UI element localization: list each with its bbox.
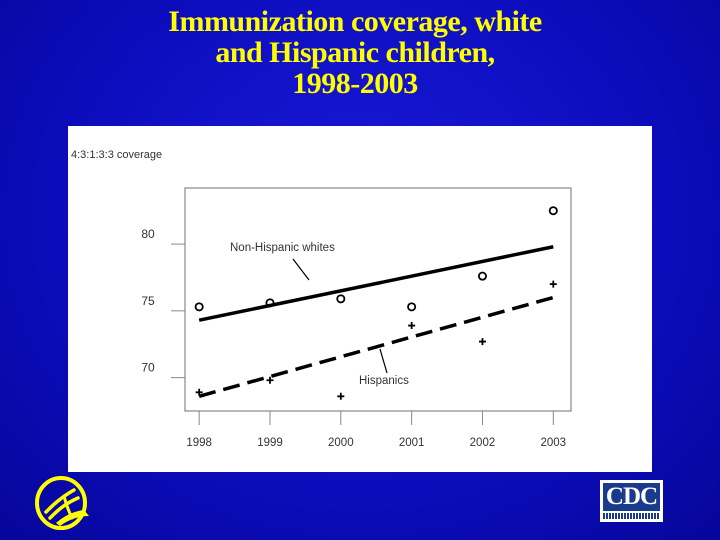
hispanics-data-point <box>478 338 486 346</box>
x-tick-label: 1998 <box>186 437 212 449</box>
x-tick-label: 1999 <box>257 437 283 449</box>
title-line-2: and Hispanic children, <box>215 36 495 69</box>
whites-data-point <box>265 298 275 308</box>
hhs-eagle-icon <box>35 476 89 530</box>
whites-data-point <box>477 271 487 281</box>
slide-title: Immunization coverage, white and Hispani… <box>90 6 620 99</box>
y-tick-label: 70 <box>141 361 155 375</box>
hispanics-trend-line <box>198 295 554 398</box>
y-tick-label: 80 <box>141 227 155 241</box>
hispanics-data-point <box>266 376 274 384</box>
whites-trend-line <box>198 245 554 322</box>
whites-data-point <box>407 302 417 312</box>
hispanics-label-pointer <box>379 348 388 374</box>
whites-data-point <box>548 206 558 216</box>
coverage-chart: 4:3:1:3:3 coverage 70 75 80 1998 1999 2000 2001… <box>71 149 572 449</box>
title-line-1: Immunization coverage, white <box>168 5 542 38</box>
whites-data-point <box>336 294 346 304</box>
x-tick-label: 2001 <box>399 437 425 449</box>
y-axis-label: 4:3:1:3:3 coverage <box>71 149 162 161</box>
hispanics-data-point <box>408 322 416 330</box>
x-tick-label: 2000 <box>328 437 354 449</box>
y-tick-label: 75 <box>141 294 155 308</box>
chart-panel: 4:3:1:3:3 coverage 70 75 80 1998 1999 2000 2001… <box>68 126 652 472</box>
title-line-3: 1998-2003 <box>292 67 418 100</box>
hispanics-series-label: Hispanics <box>359 375 409 387</box>
whites-series-label: Non-Hispanic whites <box>230 242 335 254</box>
cdc-logo: CDC <box>600 480 663 522</box>
whites-label-pointer <box>292 258 310 281</box>
cdc-logo-text: CDC <box>603 483 660 511</box>
x-tick-label: 2002 <box>470 437 496 449</box>
cdc-logo-strip <box>603 513 660 519</box>
plot-frame <box>184 187 572 412</box>
whites-data-point <box>194 302 204 312</box>
hispanics-data-point <box>195 388 203 396</box>
hispanics-data-point <box>337 392 345 400</box>
x-tick-label: 2003 <box>540 437 566 449</box>
hispanics-data-point <box>549 280 557 288</box>
